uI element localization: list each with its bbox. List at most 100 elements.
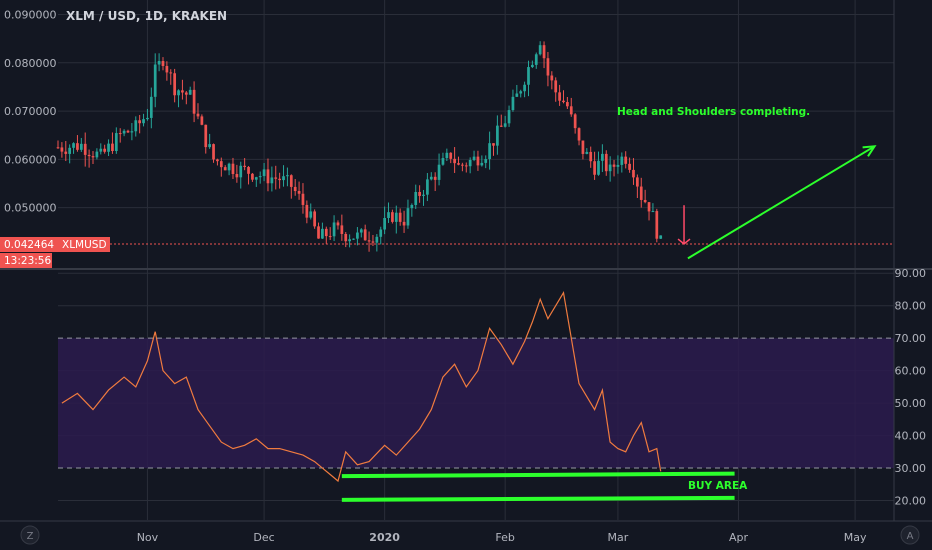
candle-body — [321, 228, 324, 239]
candle-body — [597, 160, 600, 175]
candle-body — [142, 119, 145, 124]
symbol-label: XLMUSD — [62, 239, 107, 251]
candle-body — [344, 233, 348, 242]
candle-body — [503, 123, 507, 127]
buy-area-annotation[interactable]: BUY AREA — [688, 480, 748, 492]
candle-body — [511, 96, 515, 111]
candle-body — [445, 152, 449, 159]
candle-body — [181, 90, 184, 93]
candle-body — [387, 212, 390, 219]
auto-scale-icon-label: A — [907, 531, 914, 542]
rsi-tick-label: 60.00 — [895, 365, 927, 378]
time-tick-label: Apr — [729, 531, 749, 544]
price-tick-label: 0.070000 — [4, 105, 57, 118]
candle-body — [340, 225, 344, 234]
candle-body — [293, 186, 297, 192]
drawings[interactable] — [58, 145, 894, 502]
candle-body — [562, 100, 565, 103]
candle-body — [616, 164, 620, 167]
candle-body — [624, 156, 628, 164]
candle-body — [157, 61, 161, 65]
candle-body — [208, 144, 212, 148]
candle-body — [554, 80, 558, 93]
candle-body — [243, 165, 247, 167]
candle-body — [359, 229, 363, 233]
candle-body — [496, 125, 499, 146]
up-arrow-head — [862, 145, 877, 157]
rsi-tick-label: 50.00 — [895, 397, 927, 410]
zoom-icon-label: Z — [27, 531, 34, 542]
countdown-value: 13:23:56 — [4, 255, 51, 267]
candle-body — [301, 193, 305, 205]
candle-body — [356, 232, 359, 239]
candle-body — [643, 199, 647, 203]
candle-body — [534, 54, 538, 65]
candle-body — [111, 143, 114, 152]
last-price-value: 0.042464 — [4, 239, 54, 251]
candle-body — [379, 229, 383, 237]
candle-body — [270, 177, 274, 184]
candle-body — [336, 222, 340, 226]
rsi-panel[interactable] — [58, 291, 894, 483]
candle-body — [153, 64, 157, 97]
candle-body — [414, 191, 418, 205]
rsi-line — [61, 291, 662, 483]
candle-body — [184, 92, 188, 95]
candle-body — [161, 61, 165, 66]
candle-body — [375, 236, 379, 243]
candle-body — [429, 176, 433, 180]
candle-body — [188, 89, 192, 95]
candle-body — [68, 147, 72, 154]
time-tick-label: May — [844, 531, 867, 544]
candle-body — [527, 67, 530, 85]
candle-body — [538, 45, 542, 55]
candle-body — [231, 163, 235, 175]
candle-body — [258, 176, 262, 178]
head-shoulders-annotation[interactable]: Head and Shoulders completing. — [617, 106, 810, 118]
candle-body — [585, 151, 589, 154]
candle-body — [472, 156, 476, 160]
candle-body — [177, 90, 180, 96]
candle-body — [383, 218, 386, 230]
candlestick-series[interactable] — [56, 41, 663, 252]
candle-body — [566, 102, 569, 107]
candle-body — [398, 212, 402, 222]
time-tick-label: Dec — [253, 531, 274, 544]
candle-body — [169, 72, 173, 74]
candle-body — [149, 96, 153, 118]
candle-body — [523, 84, 526, 92]
candle-body — [72, 143, 75, 148]
candle-body — [577, 128, 581, 141]
candle-body — [499, 125, 503, 127]
auto-scale-icon[interactable]: A — [900, 525, 920, 545]
candle-body — [324, 228, 328, 237]
candle-body — [352, 238, 355, 240]
candle-body — [651, 211, 655, 213]
candle-body — [87, 154, 91, 157]
candle-body — [363, 229, 367, 241]
candle-body — [639, 186, 643, 200]
candle-body — [95, 151, 99, 158]
candle-body — [402, 221, 406, 226]
candle-body — [289, 175, 293, 187]
candle-body — [239, 165, 243, 178]
candle-body — [581, 140, 585, 154]
candle-body — [484, 159, 488, 163]
zoom-icon[interactable]: Z — [20, 525, 40, 545]
candle-body — [235, 174, 239, 178]
candle-body — [418, 191, 421, 196]
candle-body — [636, 177, 639, 187]
candle-body — [56, 147, 60, 149]
candle-body — [659, 235, 663, 239]
candle-body — [601, 153, 604, 161]
candle-body — [223, 167, 227, 171]
candle-body — [422, 194, 425, 196]
candle-body — [107, 143, 110, 152]
candle-body — [91, 156, 95, 158]
candle-body — [441, 158, 445, 165]
candle-body — [589, 151, 593, 162]
countdown-label — [0, 253, 52, 268]
candle-body — [138, 120, 142, 124]
candle-body — [457, 163, 460, 165]
rsi-tick-label: 30.00 — [895, 462, 927, 475]
